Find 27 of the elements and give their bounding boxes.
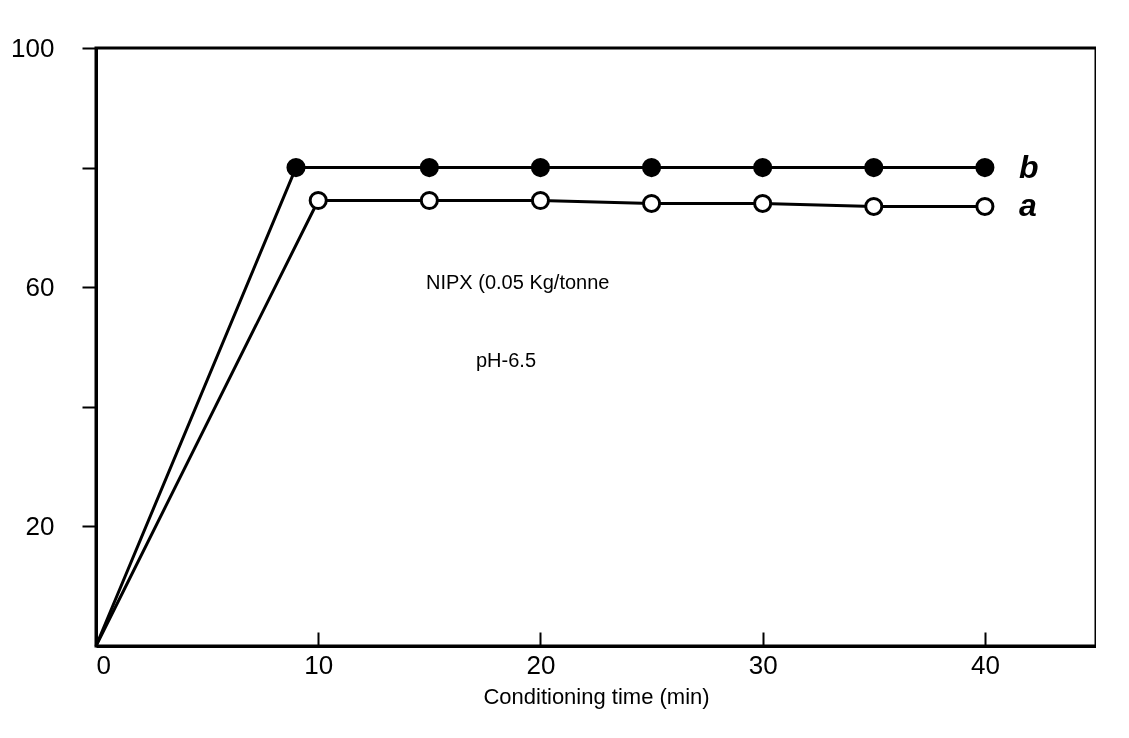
series-label: a [1018, 187, 1037, 224]
point [753, 158, 773, 178]
x-tick-label: 30 [748, 649, 778, 680]
point [641, 193, 662, 214]
y-tick-label: 60 [25, 271, 55, 302]
x-axis-title: Conditioning time (min) [483, 683, 710, 709]
point [419, 190, 439, 211]
point [864, 158, 884, 178]
x-tick-label: 10 [304, 649, 334, 680]
annotation: pH-6.5 [476, 349, 537, 371]
point [308, 190, 328, 211]
x-tick-label: 20 [526, 649, 556, 680]
series-label: b [1018, 148, 1039, 185]
point [641, 158, 662, 178]
point [419, 158, 439, 178]
point [286, 158, 306, 178]
annotation: NIPX (0.05 Kg/tonne [426, 271, 610, 293]
x-tick-label: 40 [970, 649, 1000, 680]
x-tick-label: 0 [96, 649, 111, 680]
point [530, 158, 551, 178]
y-tick-label: 20 [25, 510, 55, 541]
point [530, 190, 551, 211]
point [753, 193, 773, 214]
y-tick-label: 100 [11, 32, 55, 63]
point [975, 158, 995, 178]
point [864, 196, 884, 217]
point [975, 196, 995, 217]
